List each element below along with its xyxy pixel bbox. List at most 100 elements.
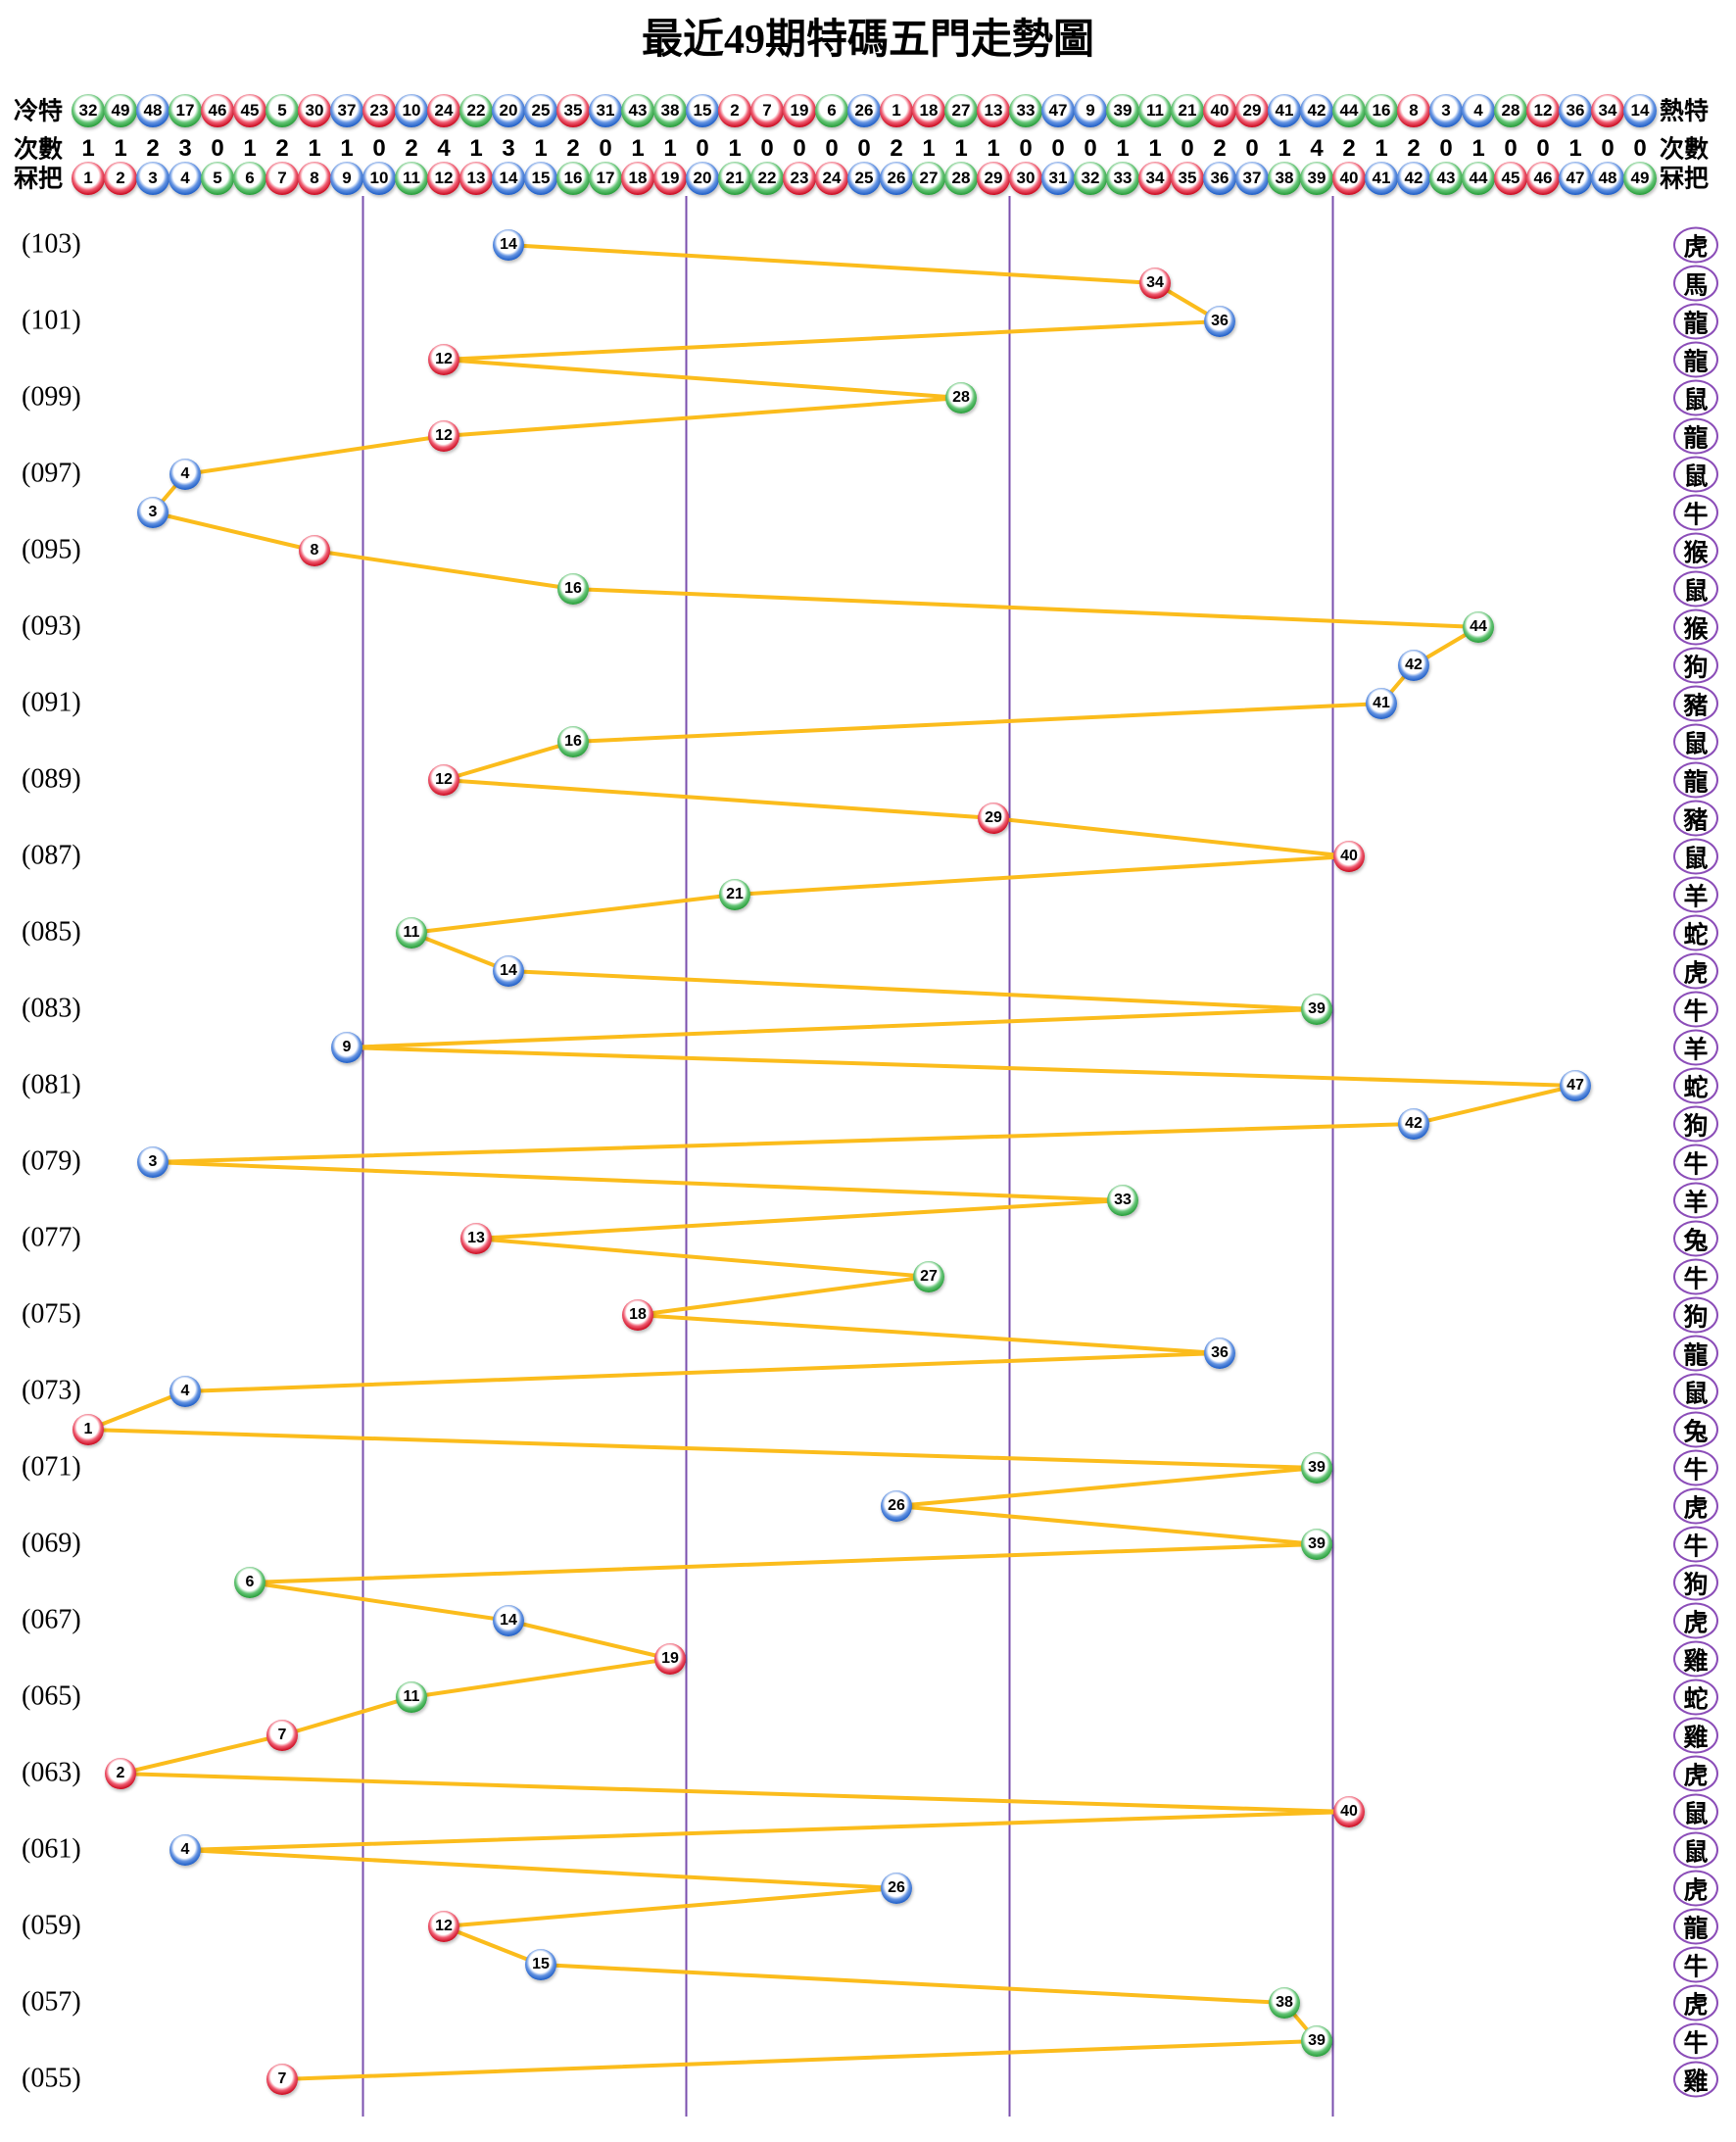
zodiac-68: 狗 — [1673, 1564, 1718, 1601]
count-value-33: 1 — [1116, 135, 1130, 162]
number-label-right: 冧把 — [1660, 166, 1710, 193]
chart-ball-58-15: 15 — [525, 1949, 556, 1980]
count-value-19: 1 — [663, 135, 677, 162]
number-ball-32: 32 — [1074, 162, 1107, 195]
count-value-13: 1 — [469, 135, 483, 162]
period-label-91: (091) — [22, 687, 81, 718]
cold-hot-ball-31: 31 — [589, 94, 622, 127]
cold-hot-ball-30: 30 — [298, 94, 331, 127]
chart-ball-76-27: 27 — [913, 1261, 944, 1292]
zodiac-101: 龍 — [1673, 303, 1718, 340]
number-ball-39: 39 — [1300, 162, 1333, 195]
cold-hot-ball-23: 23 — [362, 94, 396, 127]
cold-hot-ball-13: 13 — [977, 94, 1010, 127]
cold-hot-ball-5: 5 — [265, 94, 299, 127]
chart-ball-85-11: 11 — [396, 917, 427, 949]
number-ball-38: 38 — [1268, 162, 1301, 195]
cold-hot-ball-29: 29 — [1235, 94, 1269, 127]
count-value-39: 4 — [1310, 135, 1324, 162]
number-ball-12: 12 — [427, 162, 460, 195]
cold-hot-ball-35: 35 — [556, 94, 590, 127]
period-label-67: (067) — [22, 1604, 81, 1635]
count-value-15: 1 — [534, 135, 548, 162]
trend-segment-78-77 — [474, 1198, 1125, 1241]
zodiac-64: 雞 — [1673, 1717, 1718, 1754]
cold-hot-ball-17: 17 — [169, 94, 202, 127]
trend-segment-77-76 — [474, 1237, 931, 1279]
zodiac-88: 豬 — [1673, 800, 1718, 837]
trend-segment-85-84 — [410, 931, 510, 973]
chart-ball-81-47: 47 — [1560, 1070, 1591, 1101]
count-value-43: 0 — [1439, 135, 1453, 162]
zodiac-56: 牛 — [1673, 2022, 1718, 2060]
zodiac-63: 虎 — [1673, 1755, 1718, 1792]
period-label-77: (077) — [22, 1222, 81, 1253]
number-ball-3: 3 — [136, 162, 169, 195]
count-label-left: 次數 — [14, 136, 64, 164]
period-label-57: (057) — [22, 1986, 81, 2018]
number-ball-35: 35 — [1171, 162, 1204, 195]
chart-ball-75-18: 18 — [622, 1299, 653, 1331]
cold-hot-ball-40: 40 — [1203, 94, 1236, 127]
count-value-3: 2 — [146, 135, 160, 162]
zodiac-100: 龍 — [1673, 341, 1718, 378]
number-ball-26: 26 — [880, 162, 913, 195]
number-ball-11: 11 — [395, 162, 428, 195]
trend-segment-95-94 — [313, 549, 575, 591]
count-value-7: 2 — [275, 135, 289, 162]
cold-hot-ball-10: 10 — [395, 94, 428, 127]
trend-segment-82-81 — [345, 1046, 1577, 1088]
zodiac-93: 猴 — [1673, 609, 1718, 646]
count-value-44: 1 — [1471, 135, 1485, 162]
trend-segment-99-98 — [442, 396, 963, 438]
trend-segment-103-102 — [506, 243, 1157, 285]
trend-segment-73-72 — [86, 1389, 187, 1432]
number-ball-22: 22 — [750, 162, 784, 195]
chart-ball-71-39: 39 — [1301, 1452, 1332, 1484]
count-value-22: 0 — [760, 135, 774, 162]
trend-segment-67-66 — [506, 1619, 672, 1661]
trend-segment-98-97 — [183, 434, 446, 476]
chart-ball-74-36: 36 — [1204, 1338, 1235, 1369]
chart-ball-61-4: 4 — [169, 1834, 201, 1866]
count-value-23: 0 — [793, 135, 806, 162]
trend-segment-61-60 — [183, 1848, 898, 1890]
period-label-81: (081) — [22, 1069, 81, 1100]
trend-segment-88-87 — [991, 816, 1351, 858]
count-value-27: 1 — [922, 135, 936, 162]
number-ball-36: 36 — [1203, 162, 1236, 195]
number-ball-17: 17 — [589, 162, 622, 195]
chart-ball-79-3: 3 — [137, 1146, 169, 1178]
zodiac-75: 狗 — [1673, 1296, 1718, 1334]
chart-ball-96-3: 3 — [137, 497, 169, 528]
number-ball-37: 37 — [1235, 162, 1269, 195]
count-value-30: 0 — [1019, 135, 1033, 162]
trend-segment-64-63 — [119, 1733, 284, 1776]
count-value-20: 0 — [696, 135, 709, 162]
zodiac-89: 龍 — [1673, 761, 1718, 799]
zodiac-55: 雞 — [1673, 2061, 1718, 2098]
chart-ball-59-12: 12 — [428, 1911, 459, 1942]
number-ball-6: 6 — [233, 162, 266, 195]
cold-hot-ball-2: 2 — [718, 94, 751, 127]
number-ball-15: 15 — [524, 162, 557, 195]
cold-hot-ball-47: 47 — [1041, 94, 1075, 127]
period-label-97: (097) — [22, 458, 81, 489]
period-label-79: (079) — [22, 1145, 81, 1177]
zodiac-79: 牛 — [1673, 1144, 1718, 1181]
period-label-61: (061) — [22, 1833, 81, 1865]
number-ball-2: 2 — [104, 162, 137, 195]
trend-segment-90-89 — [442, 740, 575, 782]
chart-ball-92-42: 42 — [1398, 650, 1429, 681]
period-label-93: (093) — [22, 610, 81, 642]
chart-ball-99-28: 28 — [945, 382, 977, 414]
cold-hot-ball-46: 46 — [201, 94, 234, 127]
zodiac-76: 牛 — [1673, 1258, 1718, 1295]
chart-ball-67-14: 14 — [493, 1605, 524, 1636]
chart-ball-60-26: 26 — [881, 1873, 912, 1904]
count-value-5: 0 — [211, 135, 224, 162]
count-value-26: 2 — [890, 135, 903, 162]
count-value-46: 0 — [1536, 135, 1550, 162]
cold-hot-ball-36: 36 — [1559, 94, 1592, 127]
